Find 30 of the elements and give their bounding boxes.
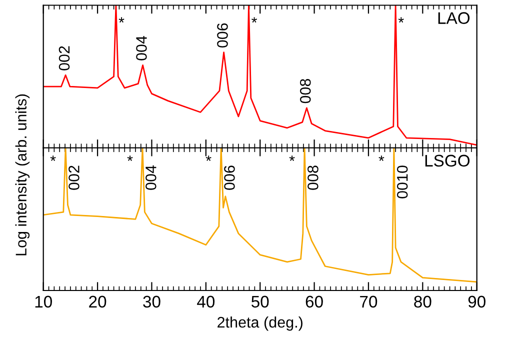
annotation: 004 — [136, 36, 147, 60]
x-tick-label: 20 — [89, 296, 106, 308]
annotation: 006 — [217, 23, 228, 48]
annotation: 002 — [58, 46, 70, 70]
y-axis-title: Log intensity (arb. units) — [15, 94, 30, 256]
annotation: * — [118, 17, 124, 23]
annotation: 0010 — [396, 166, 408, 198]
annotation: * — [378, 156, 384, 161]
annotation: 002 — [68, 166, 80, 190]
series-label: LSGO — [425, 154, 470, 167]
annotation: 008 — [300, 78, 311, 104]
annotation: 006 — [224, 166, 235, 190]
annotation: * — [252, 17, 258, 23]
x-tick-label: 30 — [143, 296, 160, 308]
x-tick-label: 70 — [360, 296, 378, 308]
x-tick-label: 40 — [197, 296, 215, 308]
text: LAO — [438, 12, 470, 24]
x-tick-label: 90 — [468, 296, 486, 308]
x-axis-title: 2theta (deg.) — [218, 316, 302, 331]
x-tick-label: 60 — [306, 296, 323, 308]
annotation: * — [127, 156, 133, 161]
annotation: * — [206, 156, 212, 161]
x-tick-label: 80 — [414, 296, 432, 308]
x-tick-label: 50 — [252, 296, 269, 308]
annotation: * — [289, 156, 295, 161]
annotation: * — [50, 156, 56, 161]
annotation: * — [398, 17, 404, 23]
x-tick-label: 10 — [35, 296, 52, 308]
annotation: 004 — [146, 165, 156, 190]
annotation: 008 — [308, 166, 318, 190]
